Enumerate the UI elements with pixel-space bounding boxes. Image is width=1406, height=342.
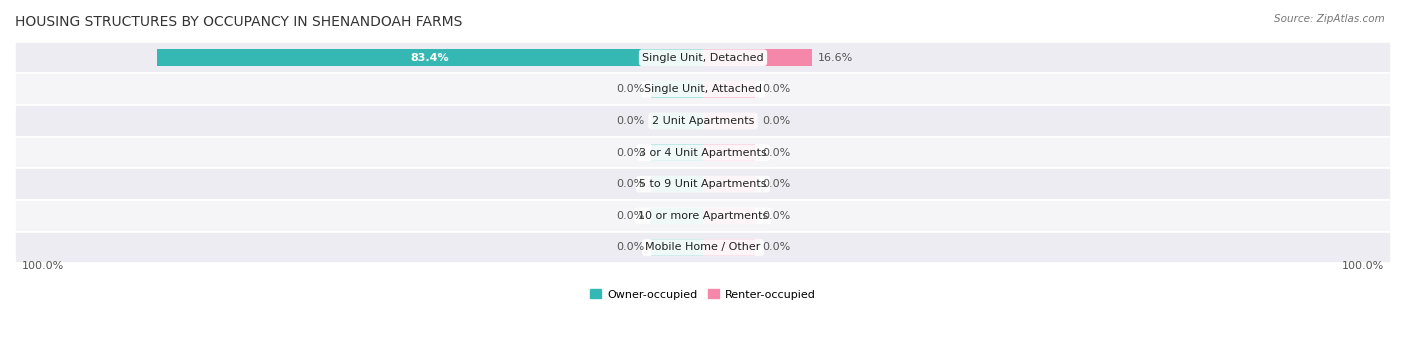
Bar <box>15 168 1391 200</box>
Text: 0.0%: 0.0% <box>762 116 790 126</box>
Bar <box>15 200 1391 232</box>
Text: 0.0%: 0.0% <box>616 211 644 221</box>
Bar <box>15 74 1391 105</box>
Text: 0.0%: 0.0% <box>762 242 790 252</box>
Text: 0.0%: 0.0% <box>762 84 790 94</box>
Bar <box>703 239 755 256</box>
Text: 0.0%: 0.0% <box>762 148 790 158</box>
Text: Source: ZipAtlas.com: Source: ZipAtlas.com <box>1274 14 1385 24</box>
Text: 5 to 9 Unit Apartments: 5 to 9 Unit Apartments <box>640 179 766 189</box>
Text: 0.0%: 0.0% <box>616 179 644 189</box>
Text: HOUSING STRUCTURES BY OCCUPANCY IN SHENANDOAH FARMS: HOUSING STRUCTURES BY OCCUPANCY IN SHENA… <box>15 15 463 29</box>
Text: 0.0%: 0.0% <box>616 242 644 252</box>
Text: 0.0%: 0.0% <box>762 179 790 189</box>
Bar <box>15 42 1391 74</box>
Bar <box>703 208 755 224</box>
Text: 16.6%: 16.6% <box>818 53 853 63</box>
Text: 0.0%: 0.0% <box>616 116 644 126</box>
Text: 3 or 4 Unit Apartments: 3 or 4 Unit Apartments <box>640 148 766 158</box>
Bar <box>703 176 755 193</box>
Text: 0.0%: 0.0% <box>762 211 790 221</box>
Bar <box>651 239 703 256</box>
Bar <box>651 208 703 224</box>
Bar <box>15 137 1391 168</box>
Bar <box>703 50 811 66</box>
Text: 0.0%: 0.0% <box>616 148 644 158</box>
Text: Mobile Home / Other: Mobile Home / Other <box>645 242 761 252</box>
Text: 100.0%: 100.0% <box>21 262 63 272</box>
Bar <box>703 113 755 129</box>
Text: 10 or more Apartments: 10 or more Apartments <box>638 211 768 221</box>
Text: Single Unit, Detached: Single Unit, Detached <box>643 53 763 63</box>
Text: 0.0%: 0.0% <box>616 84 644 94</box>
Text: 2 Unit Apartments: 2 Unit Apartments <box>652 116 754 126</box>
Bar <box>651 81 703 97</box>
Text: Single Unit, Attached: Single Unit, Attached <box>644 84 762 94</box>
Legend: Owner-occupied, Renter-occupied: Owner-occupied, Renter-occupied <box>586 285 820 304</box>
Bar <box>703 81 755 97</box>
Bar <box>15 232 1391 263</box>
Text: 100.0%: 100.0% <box>1343 262 1385 272</box>
Bar <box>651 176 703 193</box>
Bar <box>651 113 703 129</box>
Bar <box>156 50 703 66</box>
Bar <box>651 144 703 161</box>
Text: 83.4%: 83.4% <box>411 53 449 63</box>
Bar <box>15 105 1391 137</box>
Bar <box>703 144 755 161</box>
